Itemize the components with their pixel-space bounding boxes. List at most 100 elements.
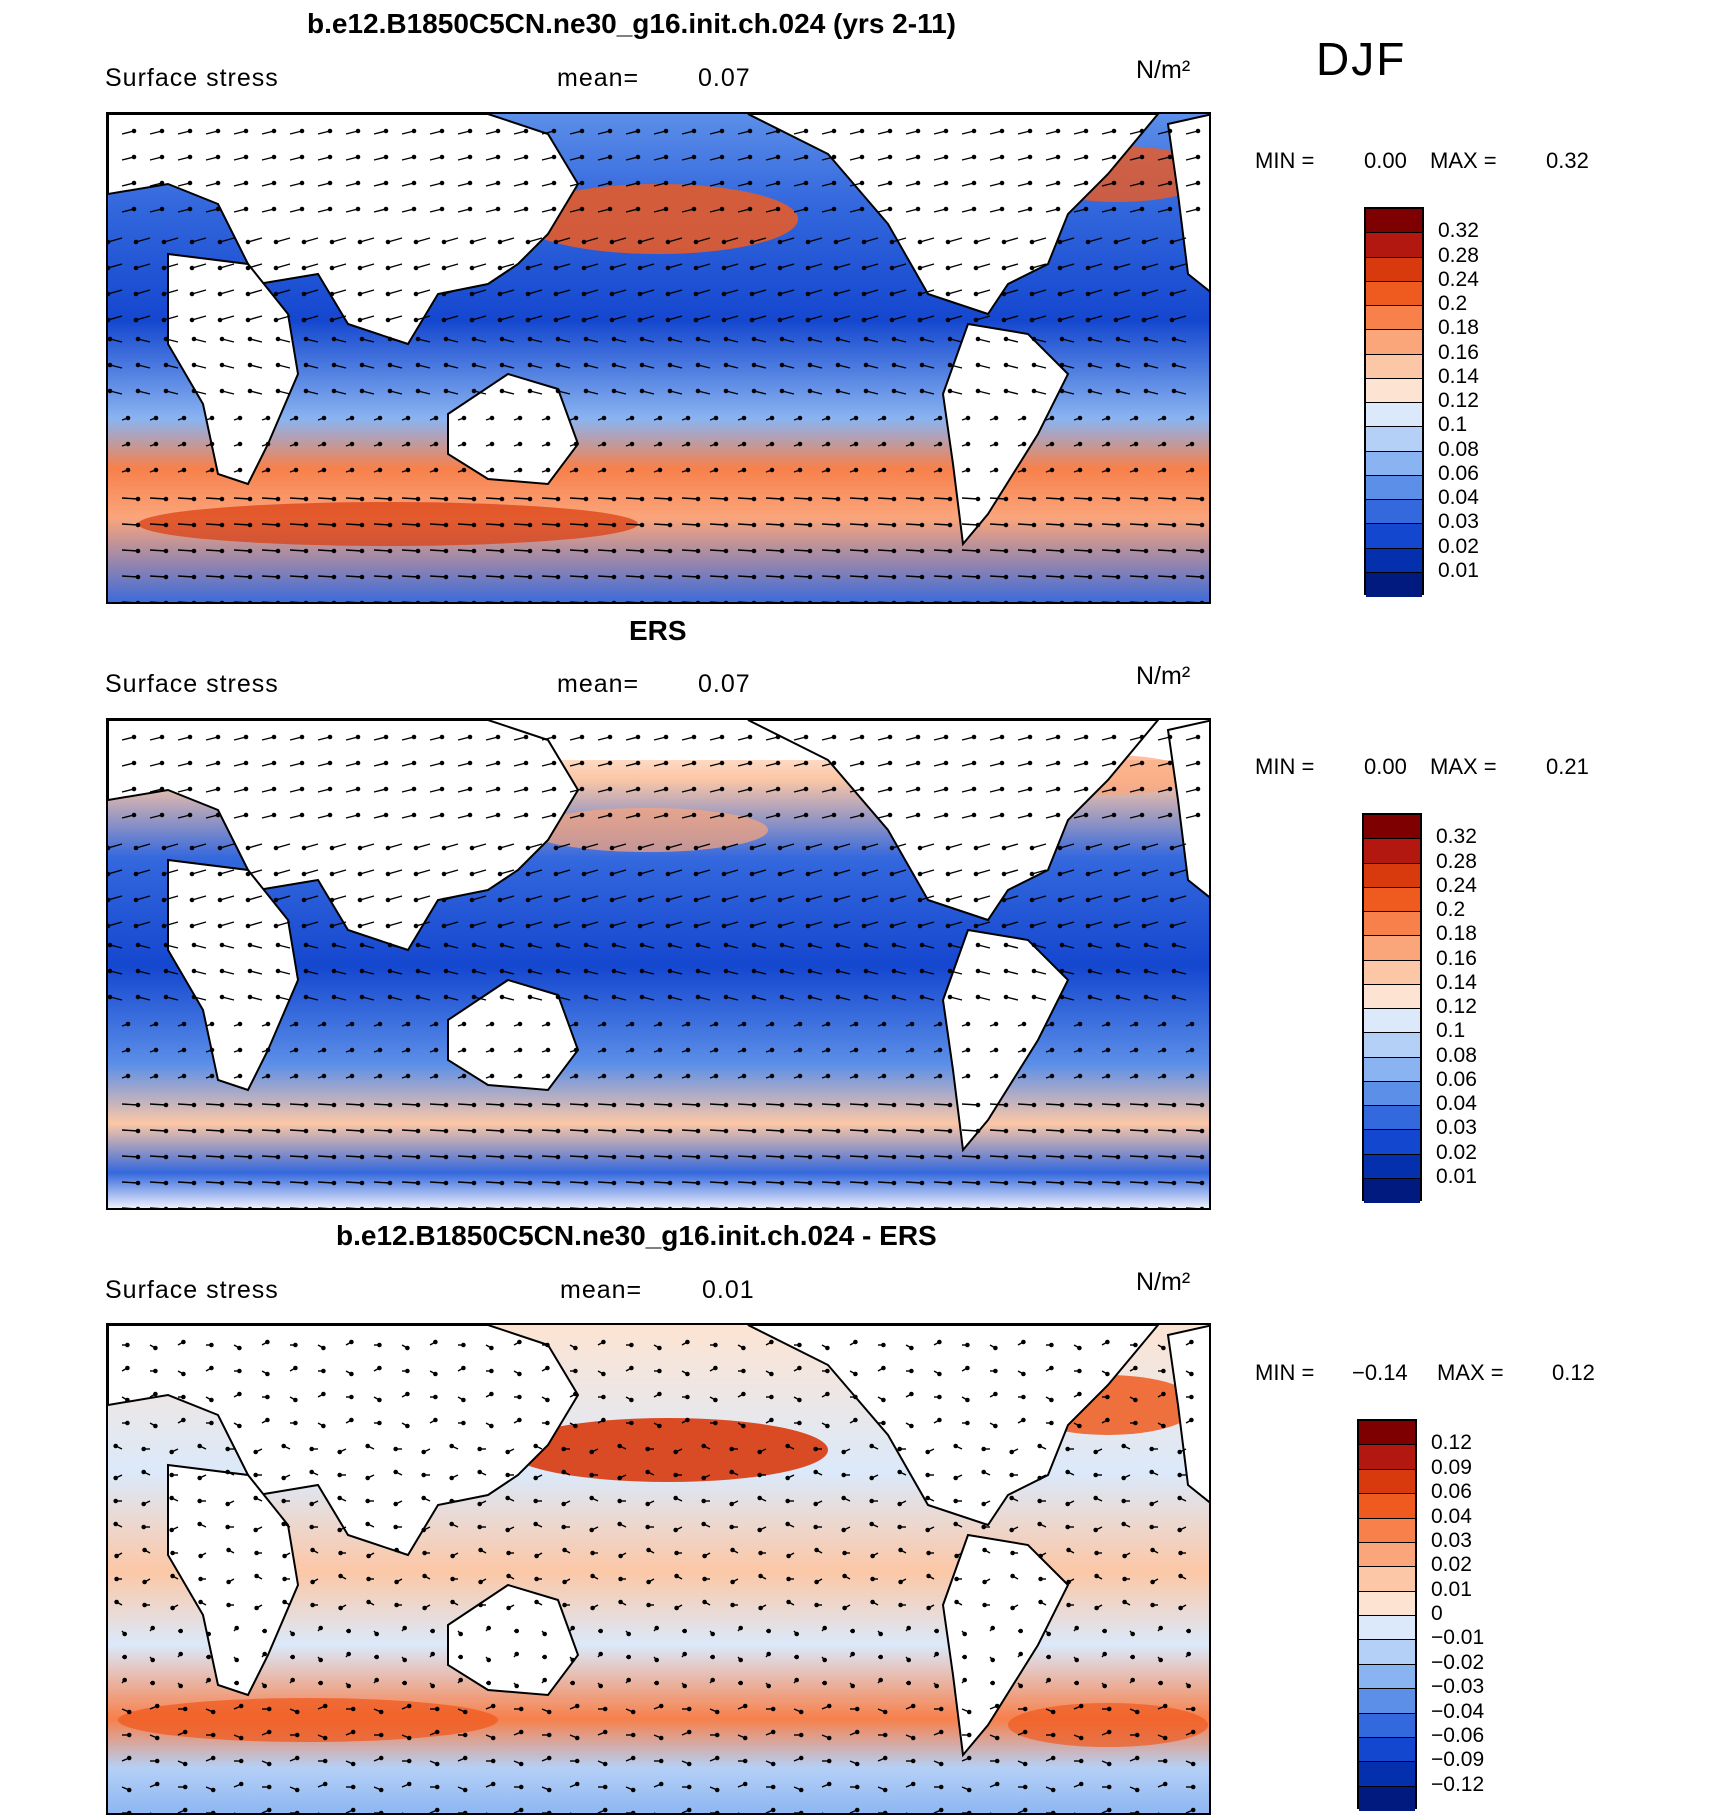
- stress-vector-head: [993, 467, 999, 473]
- stress-vector: [1157, 523, 1175, 526]
- colorbar-cell: [1359, 1591, 1415, 1616]
- stress-vector-head: [751, 362, 757, 368]
- stress-vector-head: [1115, 548, 1121, 554]
- stress-vector-head: [693, 317, 699, 323]
- stress-vector-head: [770, 1706, 776, 1712]
- stress-vector: [989, 523, 1007, 526]
- stress-vector-head: [191, 994, 197, 1000]
- stress-vector-head: [411, 180, 417, 186]
- stress-vector-head: [327, 760, 333, 766]
- stress-vector-head: [266, 1807, 272, 1813]
- stress-vector-head: [293, 441, 299, 447]
- stress-vector-head: [693, 291, 699, 297]
- stress-vector-head: [377, 415, 383, 421]
- stress-vector-head: [1143, 1180, 1149, 1186]
- stress-vector: [919, 237, 935, 243]
- stress-vector-head: [273, 845, 279, 851]
- stress-vector-head: [1049, 1047, 1055, 1053]
- stress-vector: [682, 601, 694, 602]
- stress-vector-head: [113, 1475, 118, 1481]
- stress-vector: [108, 895, 123, 901]
- stress-vector-head: [161, 871, 167, 877]
- stress-vector-head: [1065, 1469, 1071, 1475]
- stress-vector-head: [234, 1680, 239, 1686]
- stress-vector-head: [133, 317, 139, 323]
- stress-vector-head: [663, 760, 669, 766]
- stress-vector-head: [863, 522, 869, 528]
- colorbar-tick-label: −0.03: [1431, 1675, 1485, 1699]
- colorbar-tick-label: −0.09: [1431, 1748, 1485, 1772]
- colorbar-tick-label: 0.01: [1436, 1164, 1477, 1188]
- stress-vector-head: [273, 239, 279, 245]
- stress-vector: [793, 523, 811, 526]
- stress-vector-head: [943, 154, 949, 160]
- stress-vector: [877, 1155, 895, 1158]
- stress-vector-head: [665, 923, 671, 929]
- colorbar-cell: [1364, 815, 1420, 840]
- stress-vector-head: [303, 1128, 309, 1134]
- stress-vector-head: [433, 415, 439, 421]
- stress-vector-head: [430, 1683, 436, 1689]
- stress-vector-head: [909, 415, 915, 421]
- stress-vector-head: [357, 897, 363, 903]
- stress-vector-head: [421, 1449, 427, 1455]
- stress-vector-head: [210, 1732, 216, 1738]
- stress-vector-head: [993, 1423, 998, 1429]
- stress-vector: [429, 1155, 447, 1158]
- stress-vector-head: [1001, 239, 1007, 245]
- stress-vector: [206, 601, 218, 602]
- stress-vector-head: [813, 1524, 819, 1530]
- stress-vector-head: [878, 1654, 884, 1660]
- stress-vector-head: [629, 467, 635, 473]
- stress-vector: [863, 921, 879, 927]
- stress-vector-head: [663, 128, 669, 134]
- stress-vector: [485, 497, 503, 500]
- stress-vector-head: [917, 291, 923, 297]
- stress-vector-head: [965, 1420, 970, 1426]
- stress-vector: [234, 1812, 236, 1813]
- panel-3-title: b.e12.B1850C5CN.ne30_g16.init.ch.024 - E…: [336, 1220, 937, 1251]
- stress-vector-head: [1105, 1339, 1110, 1345]
- colorbar-tick-label: 0.18: [1436, 922, 1477, 946]
- stress-vector: [611, 921, 627, 927]
- stress-vector-head: [237, 1391, 242, 1397]
- stress-vector-head: [349, 1417, 354, 1423]
- panel-3-max-label: MAX =: [1437, 1360, 1504, 1385]
- stress-vector-head: [1169, 239, 1175, 245]
- stress-vector-head: [723, 1180, 729, 1186]
- stress-vector-head: [1027, 734, 1033, 740]
- panel-3-south-america: [941, 1533, 1070, 1758]
- stress-vector: [1143, 263, 1159, 269]
- stress-vector: [1115, 237, 1131, 243]
- stress-vector-head: [377, 1365, 382, 1371]
- colorbar-tick-label: 0.06: [1438, 461, 1479, 485]
- stress-vector-head: [405, 1047, 411, 1053]
- stress-vector-head: [506, 1573, 511, 1579]
- stress-vector-head: [870, 1599, 875, 1605]
- stress-vector-head: [322, 1758, 328, 1764]
- stress-vector: [989, 1181, 1007, 1184]
- stress-vector-head: [243, 734, 249, 740]
- colorbar-cell: [1364, 1178, 1420, 1203]
- stress-vector: [793, 549, 811, 552]
- stress-vector-head: [405, 1423, 410, 1429]
- stress-vector: [1101, 1103, 1119, 1106]
- stress-vector-head: [973, 871, 979, 877]
- stress-vector-head: [462, 1732, 468, 1738]
- stress-vector-head: [299, 812, 305, 818]
- stress-vector: [555, 921, 571, 927]
- stress-vector-head: [602, 1807, 608, 1813]
- stress-vector-head: [639, 1206, 645, 1208]
- stress-vector: [906, 1812, 908, 1813]
- stress-vector-head: [163, 362, 169, 368]
- stress-vector-head: [327, 812, 333, 818]
- colorbar-cell: [1359, 1542, 1415, 1568]
- panel-2-north-america: [747, 720, 1160, 922]
- stress-vector-head: [751, 548, 757, 554]
- stress-vector-head: [637, 845, 643, 851]
- stress-vector-head: [825, 1368, 830, 1374]
- stress-vector-head: [1141, 871, 1147, 877]
- stress-vector: [205, 1155, 223, 1158]
- colorbar-cell: [1366, 354, 1422, 379]
- panel-2-min-value: 0.00: [1364, 754, 1407, 779]
